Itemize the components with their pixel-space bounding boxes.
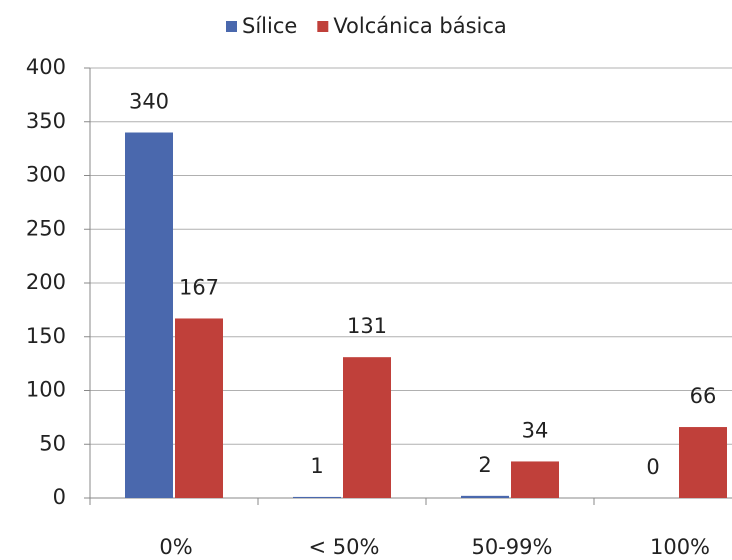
y-tick-label: 400 <box>26 55 66 79</box>
data-label: 1 <box>310 454 323 478</box>
x-tick-label: 100% <box>650 535 710 559</box>
bar <box>125 132 173 498</box>
legend-label: Volcánica básica <box>333 14 506 38</box>
y-tick-label: 150 <box>26 324 66 348</box>
legend-label: Sílice <box>242 14 297 38</box>
data-label: 167 <box>179 275 219 299</box>
bar <box>293 496 341 498</box>
y-tick-label: 350 <box>26 109 66 133</box>
bar <box>175 318 223 498</box>
y-tick-label: 250 <box>26 216 66 240</box>
y-tick-label: 50 <box>39 431 66 455</box>
y-tick-label: 0 <box>53 485 66 509</box>
x-tick-label: < 50% <box>309 535 380 559</box>
bar <box>679 427 727 498</box>
data-label: 66 <box>690 384 717 408</box>
y-tick-label: 200 <box>26 270 66 294</box>
bar <box>343 357 391 498</box>
data-label: 2 <box>478 453 491 477</box>
y-tick-label: 300 <box>26 163 66 187</box>
bar <box>461 495 509 498</box>
bar <box>511 461 559 498</box>
x-tick-label: 0% <box>159 535 192 559</box>
data-label: 0 <box>646 455 659 479</box>
legend-swatch <box>317 21 329 32</box>
legend-swatch <box>226 21 237 32</box>
data-label: 131 <box>347 314 387 338</box>
data-label: 340 <box>129 90 169 114</box>
data-label: 34 <box>522 418 549 442</box>
y-tick-label: 100 <box>26 378 66 402</box>
x-tick-label: 50-99% <box>472 535 553 559</box>
